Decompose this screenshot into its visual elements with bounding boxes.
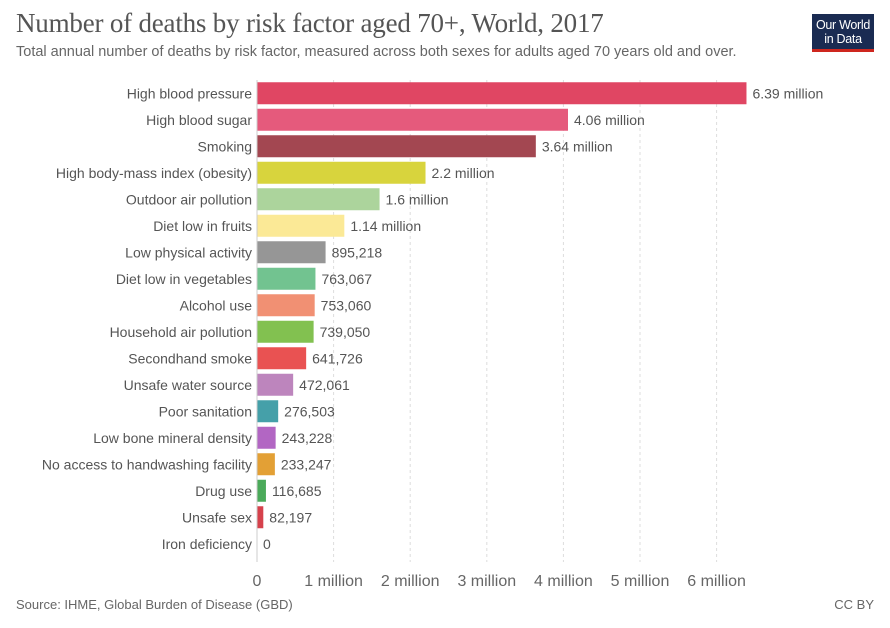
chart-title: Number of deaths by risk factor aged 70+… — [16, 8, 604, 38]
category-label: Household air pollution — [110, 324, 252, 340]
x-axis-ticks: 0 1 million 2 million 3 million 4 million 5 m… — [253, 573, 746, 590]
category-label: No access to handwashing facility — [42, 456, 252, 472]
bar[interactable] — [257, 161, 426, 184]
gridlines — [333, 80, 718, 562]
bar[interactable] — [257, 479, 266, 502]
value-label: 3.64 million — [542, 138, 613, 154]
value-label: 739,050 — [320, 324, 371, 340]
value-label: 472,061 — [299, 377, 350, 393]
value-label: 82,197 — [269, 509, 312, 525]
category-label: Smoking — [198, 138, 252, 154]
bar[interactable] — [257, 373, 294, 396]
logo-line-1: Our World — [815, 18, 871, 32]
value-label: 763,067 — [321, 271, 372, 287]
category-label: Low bone mineral density — [93, 430, 252, 446]
license-link[interactable]: CC BY — [834, 597, 874, 612]
owid-logo[interactable]: Our World in Data — [812, 14, 874, 52]
category-label: Unsafe sex — [182, 509, 252, 525]
value-label: 243,228 — [282, 430, 333, 446]
bar[interactable] — [257, 294, 315, 317]
category-label: High blood sugar — [146, 112, 252, 128]
x-tick-label: 5 million — [611, 573, 670, 590]
category-label: Outdoor air pollution — [126, 191, 252, 207]
x-tick-label: 4 million — [534, 573, 593, 590]
x-tick-label: 0 — [253, 573, 262, 590]
bar[interactable] — [257, 347, 307, 370]
x-tick-label: 3 million — [457, 573, 516, 590]
chart-subtitle: Total annual number of deaths by risk fa… — [16, 44, 737, 60]
category-labels: High blood pressure High blood sugar Smoki… — [42, 85, 252, 552]
value-label: 276,503 — [284, 403, 335, 419]
bar[interactable] — [257, 426, 276, 449]
category-label: High blood pressure — [127, 85, 253, 101]
source-note[interactable]: Source: IHME, Global Burden of Disease (… — [16, 597, 293, 612]
value-label: 1.6 million — [386, 191, 449, 207]
category-label: Alcohol use — [180, 297, 253, 313]
value-label: 2.2 million — [432, 165, 495, 181]
value-label: 753,060 — [321, 297, 372, 313]
bar[interactable] — [257, 108, 568, 131]
bar[interactable] — [257, 400, 279, 423]
bar[interactable] — [257, 241, 326, 264]
category-label: Poor sanitation — [159, 403, 252, 419]
bar[interactable] — [257, 135, 536, 158]
x-tick-label: 6 million — [687, 573, 746, 590]
value-label: 116,685 — [272, 483, 322, 499]
value-label: 233,247 — [281, 456, 332, 472]
bar[interactable] — [257, 188, 380, 211]
bar[interactable] — [257, 82, 747, 105]
value-label: 0 — [263, 536, 271, 552]
value-label: 895,218 — [332, 244, 383, 260]
value-label: 641,726 — [312, 350, 363, 366]
category-label: Drug use — [195, 483, 252, 499]
bars — [257, 82, 747, 529]
bar[interactable] — [257, 453, 275, 476]
bar[interactable] — [257, 506, 264, 529]
x-tick-label: 1 million — [304, 573, 363, 590]
x-tick-label: 2 million — [381, 573, 440, 590]
category-label: Secondhand smoke — [128, 350, 252, 366]
value-label: 6.39 million — [752, 85, 823, 101]
bar[interactable] — [257, 320, 314, 343]
bar[interactable] — [257, 214, 345, 237]
category-label: Diet low in fruits — [153, 218, 252, 234]
category-label: High body-mass index (obesity) — [56, 165, 252, 181]
category-label: Diet low in vegetables — [116, 271, 252, 287]
category-label: Iron deficiency — [162, 536, 252, 552]
value-label: 4.06 million — [574, 112, 645, 128]
bar[interactable] — [257, 267, 316, 290]
logo-line-2: in Data — [824, 32, 862, 46]
value-label: 1.14 million — [350, 218, 421, 234]
category-label: Low physical activity — [125, 244, 252, 260]
category-label: Unsafe water source — [124, 377, 253, 393]
value-labels: 6.39 million 4.06 million 3.64 million 2.2 … — [263, 85, 823, 552]
